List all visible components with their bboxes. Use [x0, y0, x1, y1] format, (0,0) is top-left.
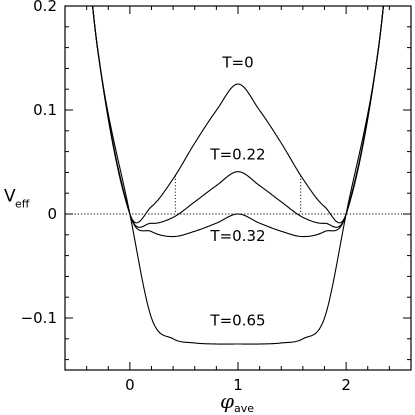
curve-label-3: T=0.32	[209, 227, 265, 245]
x-axis-label-sub: ave	[234, 402, 254, 415]
labels-layer: 0 1 2 −0.1 0 0.1 0.2 T=0 T=0.22 T=0.32 T=0.65 V eff φ…	[4, 0, 351, 415]
x-tick-label: 1	[233, 376, 243, 394]
y-tick-label: 0	[47, 205, 57, 223]
y-axis-label: V	[4, 187, 16, 207]
curves-layer	[92, 6, 384, 345]
x-tick-label: 0	[125, 376, 135, 394]
guides-layer	[65, 175, 411, 215]
x-axis-label: φ	[220, 389, 234, 413]
y-tick-label: −0.1	[21, 309, 57, 327]
curve-label-4: T=0.65	[209, 311, 265, 329]
x-tick-label: 2	[341, 376, 351, 394]
curve-label-2: T=0.22	[209, 145, 265, 163]
curve-label-1: T=0	[221, 53, 253, 71]
y-tick-label: 0.1	[33, 101, 57, 119]
y-tick-label: 0.2	[33, 0, 57, 15]
y-axis-label-sub: eff	[15, 198, 30, 211]
axes-layer	[64, 5, 412, 371]
curve-t-0-32	[92, 6, 384, 238]
